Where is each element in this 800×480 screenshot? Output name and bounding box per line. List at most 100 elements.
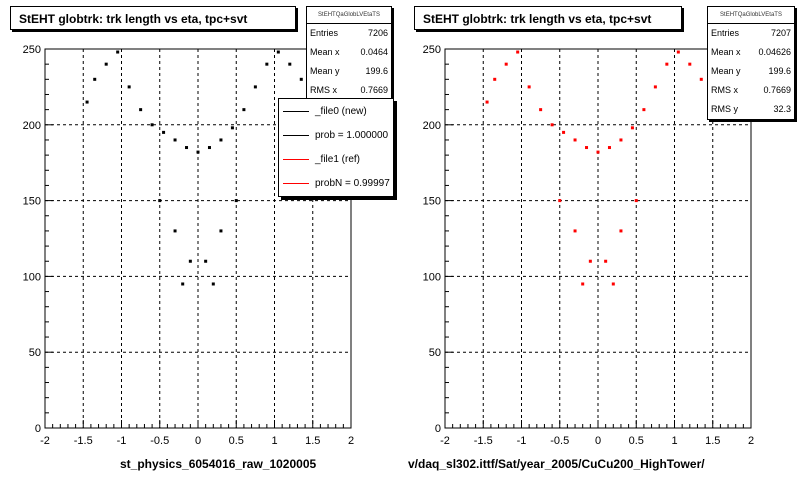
data-point bbox=[581, 282, 585, 286]
data-point bbox=[596, 150, 600, 154]
right-plot-title: StEHT globtrk: trk length vs eta, tpc+sv… bbox=[414, 6, 682, 30]
left-ticks: -2 -1.5 -1 -0.5 0 0.5 1 1.5 2 0 50 100 150 200 250 bbox=[23, 44, 354, 447]
x-tick-label: 0 bbox=[595, 435, 601, 447]
data-point bbox=[104, 62, 108, 66]
data-point bbox=[85, 100, 89, 104]
x-tick-label: -1 bbox=[517, 435, 527, 447]
data-point bbox=[527, 85, 531, 89]
right-plot-svg: -2 -1.5 -1 -0.5 0 0.5 1 1.5 2 0 50 100 150 200 250 bbox=[423, 44, 754, 447]
right-plot-panel: -2 -1.5 -1 -0.5 0 0.5 1 1.5 2 0 50 100 150 200 250 StE… bbox=[400, 0, 800, 480]
data-point bbox=[139, 108, 143, 112]
data-point bbox=[653, 85, 657, 89]
data-point bbox=[162, 130, 166, 134]
x-tick-label: 0.5 bbox=[629, 435, 644, 447]
data-point bbox=[607, 146, 611, 150]
data-point bbox=[276, 50, 280, 54]
y-tick-label: 150 bbox=[23, 196, 41, 208]
x-tick-label: -2 bbox=[440, 435, 450, 447]
y-tick-label: 200 bbox=[23, 120, 41, 132]
x-tick-label: 2 bbox=[348, 435, 354, 447]
data-point bbox=[619, 138, 623, 142]
x-tick-label: -2 bbox=[40, 435, 50, 447]
data-point bbox=[211, 282, 215, 286]
data-point bbox=[665, 62, 669, 66]
data-point bbox=[219, 138, 223, 142]
data-point bbox=[504, 62, 508, 66]
data-point bbox=[288, 62, 292, 66]
data-point bbox=[573, 229, 577, 233]
right-grid bbox=[445, 49, 751, 428]
data-point bbox=[188, 259, 192, 263]
right-stat-rms-y: RMS y 32.3 bbox=[711, 104, 791, 114]
data-point bbox=[230, 126, 234, 130]
data-point bbox=[611, 282, 615, 286]
x-tick-label: -1 bbox=[117, 435, 127, 447]
right-plot-frame bbox=[444, 48, 752, 429]
y-tick-label: 100 bbox=[423, 271, 441, 283]
data-point bbox=[699, 77, 703, 81]
left-stats-header: StEHTQaGlobLVEtaTS bbox=[307, 7, 391, 24]
y-tick-label: 150 bbox=[423, 196, 441, 208]
y-tick-label: 100 bbox=[23, 271, 41, 283]
right-stat-mean-y: Mean y 199.6 bbox=[711, 66, 791, 76]
data-point bbox=[485, 100, 489, 104]
left-stat-rms-x: RMS x 0.7669 bbox=[310, 85, 388, 95]
data-point bbox=[93, 77, 97, 81]
right-points bbox=[485, 50, 703, 286]
data-point bbox=[204, 259, 208, 263]
x-tick-label: 0.5 bbox=[229, 435, 244, 447]
data-point bbox=[588, 259, 592, 263]
data-point bbox=[634, 199, 638, 203]
data-point bbox=[642, 108, 646, 112]
data-point bbox=[196, 150, 200, 154]
data-point bbox=[299, 77, 303, 81]
left-plot-title: StEHT globtrk: trk length vs eta, tpc+sv… bbox=[10, 6, 296, 30]
data-point bbox=[619, 229, 623, 233]
legend-line-icon bbox=[283, 110, 309, 112]
left-legend: _file0 (new) prob = 1.000000 _file1 (ref… bbox=[278, 98, 394, 197]
x-tick-label: 1.5 bbox=[705, 435, 720, 447]
x-tick-label: -1.5 bbox=[474, 435, 493, 447]
data-point bbox=[573, 138, 577, 142]
x-tick-label: 1.5 bbox=[305, 435, 320, 447]
x-tick-label: 2 bbox=[748, 435, 754, 447]
data-point bbox=[173, 138, 177, 142]
data-point bbox=[173, 229, 177, 233]
right-stat-entries: Entries 7207 bbox=[711, 28, 791, 38]
data-point bbox=[181, 282, 185, 286]
data-point bbox=[253, 85, 257, 89]
right-stat-rms-x: RMS x 0.7669 bbox=[711, 85, 791, 95]
legend-item-file0: _file0 (new) bbox=[279, 99, 393, 123]
right-x-axis-label: v/daq_sl302.ittf/Sat/year_2005/CuCu200_H… bbox=[408, 457, 705, 471]
left-plot-panel: -2 -1.5 -1 -0.5 0 0.5 1 1.5 2 0 50 100 150 200 250 StE… bbox=[10, 6, 394, 471]
legend-item-prob: prob = 1.000000 bbox=[279, 123, 393, 147]
data-point bbox=[265, 62, 269, 66]
x-tick-label: -0.5 bbox=[550, 435, 569, 447]
data-point bbox=[630, 126, 634, 130]
data-point bbox=[493, 77, 497, 81]
legend-item-file1: _file1 (ref) bbox=[279, 147, 393, 171]
x-tick-label: -0.5 bbox=[150, 435, 169, 447]
data-point bbox=[539, 108, 543, 112]
left-stat-entries: Entries 7206 bbox=[310, 28, 388, 38]
data-point bbox=[676, 50, 680, 54]
left-stat-mean-x: Mean x 0.0464 bbox=[310, 47, 388, 57]
data-point bbox=[234, 199, 238, 203]
legend-line-icon bbox=[283, 158, 309, 160]
x-tick-label: 0 bbox=[195, 435, 201, 447]
left-stat-mean-y: Mean y 199.6 bbox=[310, 66, 388, 76]
data-point bbox=[688, 62, 692, 66]
y-tick-label: 0 bbox=[435, 423, 441, 435]
y-tick-label: 50 bbox=[29, 347, 41, 359]
y-tick-label: 50 bbox=[429, 347, 441, 359]
right-stat-mean-x: Mean x 0.04626 bbox=[711, 47, 791, 57]
data-point bbox=[185, 146, 189, 150]
data-point bbox=[150, 123, 154, 127]
data-point bbox=[116, 50, 120, 54]
y-tick-label: 250 bbox=[23, 44, 41, 56]
left-x-axis-label: st_physics_6054016_raw_1020005 bbox=[120, 457, 317, 471]
data-point bbox=[585, 146, 589, 150]
left-grid bbox=[45, 49, 351, 428]
data-point bbox=[516, 50, 520, 54]
data-point bbox=[550, 123, 554, 127]
